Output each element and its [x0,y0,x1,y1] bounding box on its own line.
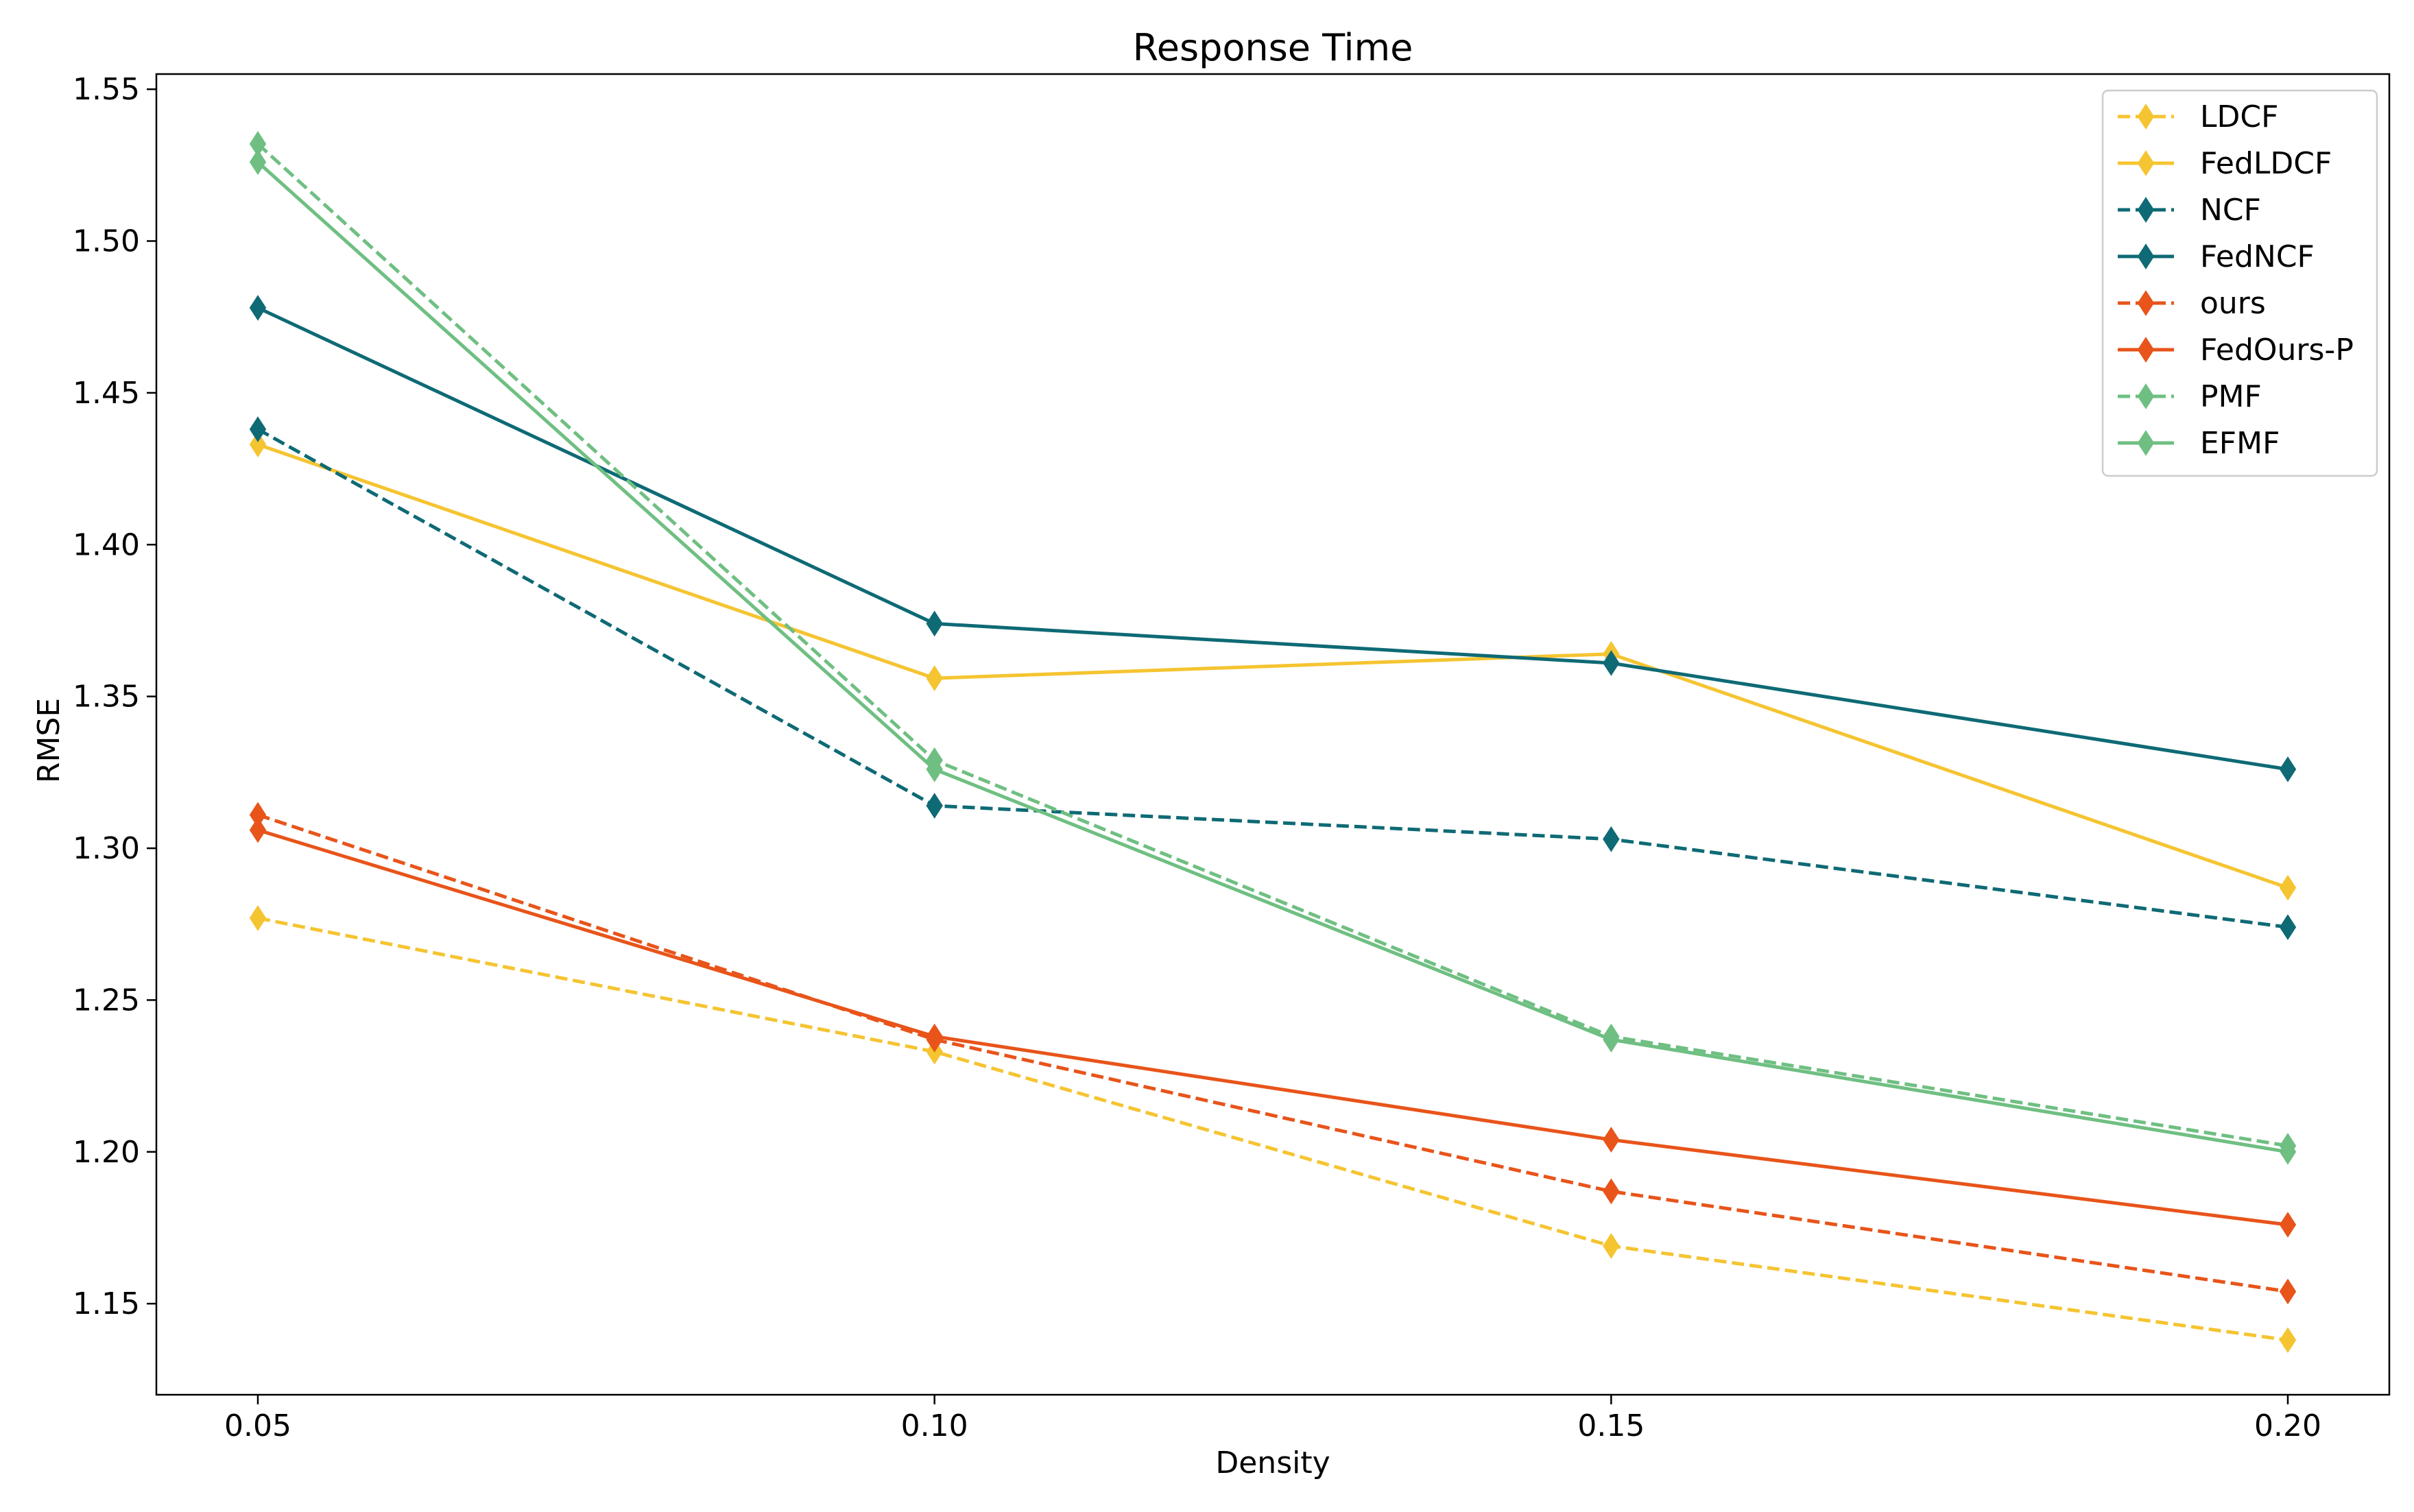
legend-marker-fedncf [2137,243,2155,269]
plot-marks [249,130,2297,1354]
data-point-ldcf [249,905,267,931]
legend-marker-fedours-p [2137,337,2155,363]
series-fedldcf [249,431,2297,901]
data-point-ncf [926,793,943,819]
legend-frame [2101,89,2378,477]
y-tick-label: 1.15 [73,1286,140,1321]
x-axis-label: Density [1215,1445,1330,1480]
y-tick-label: 1.40 [73,527,140,562]
legend-item-fedncf: FedNCF [2118,239,2315,274]
series-ldcf [249,905,2297,1354]
data-point-fedncf [2279,756,2297,782]
legend-marker-ours [2137,290,2155,316]
series-efmf [249,149,2297,1165]
legend-item-fedldcf: FedLDCF [2118,146,2332,181]
x-tick-label: 0.10 [901,1408,968,1443]
legend-label: FedLDCF [2200,146,2332,181]
series-line-pmf [256,142,2288,1148]
series-fedours-p [249,817,2297,1238]
y-axis-label: RMSE [32,698,67,783]
legend-label: FedNCF [2200,239,2315,274]
y-tick-label: 1.30 [73,831,140,866]
legend-label: PMF [2200,379,2262,414]
data-point-fedours-p [926,1023,943,1050]
data-point-ncf [1603,826,1620,852]
data-point-ncf [2279,914,2297,940]
data-point-fedldcf [249,431,267,458]
y-tick-label: 1.55 [73,72,140,107]
data-point-fedours-p [1603,1127,1620,1153]
data-point-fedncf [1603,650,1620,676]
data-point-ncf [249,416,267,442]
data-point-fedncf [926,610,943,637]
data-point-efmf [2279,1138,2297,1165]
legend-marker-ncf [2137,197,2155,223]
series-ncf [249,416,2297,940]
data-point-fedours-p [249,817,267,843]
legend-item-fedours-p: FedOurs-P [2118,333,2354,368]
data-point-ours [2279,1278,2297,1305]
series-line-ncf [256,427,2288,929]
series-line-ours [257,813,2288,1293]
data-point-fedldcf [926,665,943,691]
legend-marker-ldcf [2137,104,2155,130]
series-line-fedldcf [257,442,2288,889]
legend-label: FedOurs-P [2200,333,2354,368]
data-point-fedours-p [2279,1212,2297,1238]
series-line-fedncf [256,306,2288,771]
legend-label: LDCF [2200,99,2278,134]
legend-label: ours [2200,286,2266,321]
data-point-fedldcf [2279,874,2297,901]
series-line-efmf [256,160,2288,1154]
series-ours [249,802,2297,1305]
legend-item-pmf: PMF [2118,379,2262,414]
legend-marker-efmf [2137,430,2155,456]
legend-label: EFMF [2200,426,2280,461]
data-point-ours [1603,1178,1620,1205]
legend: LDCF FedLDCF NCF FedNCF ours FedOurs-P PMF EFMF [2101,89,2378,477]
data-point-ldcf [1603,1233,1620,1259]
data-point-efmf [1603,1027,1620,1053]
legend-label: NCF [2200,193,2261,228]
y-tick-label: 1.20 [73,1135,140,1170]
x-axis-ticks: 0.05 0.10 0.15 0.20 [224,1395,2321,1443]
chart-title: Response Time [1133,26,1413,69]
y-tick-label: 1.45 [73,376,140,411]
legend-marker-pmf [2137,383,2155,409]
data-point-efmf [249,149,267,176]
plot-frame [155,73,2391,1396]
series-fedncf [249,295,2297,782]
legend-item-ldcf: LDCF [2118,99,2278,134]
y-tick-label: 1.35 [73,680,140,715]
x-tick-label: 0.05 [224,1408,291,1443]
y-tick-label: 1.25 [73,983,140,1018]
x-tick-label: 0.15 [1577,1408,1645,1443]
y-tick-label: 1.50 [73,224,140,259]
legend-marker-fedldcf [2137,150,2155,176]
data-point-efmf [926,756,943,782]
legend-item-ours: ours [2118,286,2266,321]
x-tick-label: 0.20 [2254,1408,2321,1443]
legend-item-ncf: NCF [2118,193,2261,228]
data-point-fedncf [249,295,267,321]
series-line-fedours-p [257,828,2288,1227]
data-point-ldcf [2279,1327,2297,1354]
y-axis-ticks: 1.15 1.20 1.25 1.30 1.35 1.40 1.45 1.50 1.55 [73,72,156,1321]
series-line-ldcf [257,916,2288,1342]
legend-item-efmf: EFMF [2118,426,2280,461]
